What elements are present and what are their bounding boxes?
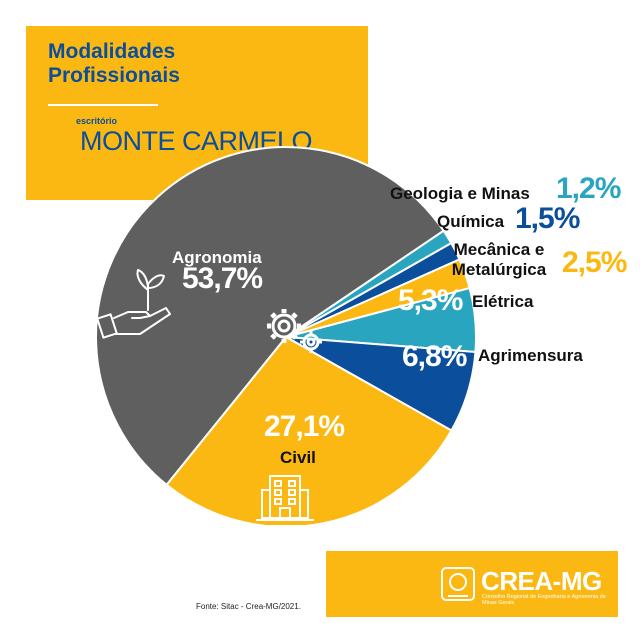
building-icon [252, 475, 318, 527]
title-divider [48, 104, 158, 106]
logo-box [326, 551, 618, 617]
value-agronomia: 53,7% [182, 262, 263, 295]
value-agrimensura: 6,8% [402, 340, 467, 373]
logo-title: CREA-MG [481, 566, 602, 596]
label-geologia: Geologia e Minas [390, 184, 530, 203]
label-civil: Civil [280, 448, 316, 467]
value-geologia: 1,2% [556, 172, 621, 205]
source-note: Fonte: Sitac - Crea-MG/2021. [196, 602, 301, 611]
office-label: escritório [76, 116, 118, 126]
gears-icon [267, 309, 322, 353]
value-civil: 27,1% [264, 410, 345, 443]
title-line-2: Profissionais [48, 64, 180, 87]
label-agronomia: Agronomia [172, 248, 262, 267]
value-quimica: 1,5% [515, 202, 580, 235]
value-eletrica: 5,3% [398, 284, 463, 317]
logo-subtitle: Conselho Regional de Engenharia e Agrono… [482, 594, 606, 606]
title-line-1: Modalidades [48, 40, 176, 63]
hand-plant-icon [96, 269, 171, 339]
pie-slice-agronomia [95, 146, 445, 487]
crea-seal-icon [441, 567, 475, 601]
label-mecanica: Mecânica e Metalúrgica [451, 240, 547, 279]
value-mecanica: 2,5% [562, 246, 627, 279]
label-agrimensura: Agrimensura [478, 346, 583, 365]
label-quimica: Química [437, 212, 505, 231]
label-eletrica: Elétrica [472, 292, 534, 311]
pie-slice-civil [165, 335, 453, 528]
pie-slices [95, 146, 477, 528]
page-title: Modalidades Profissionais [48, 40, 180, 88]
